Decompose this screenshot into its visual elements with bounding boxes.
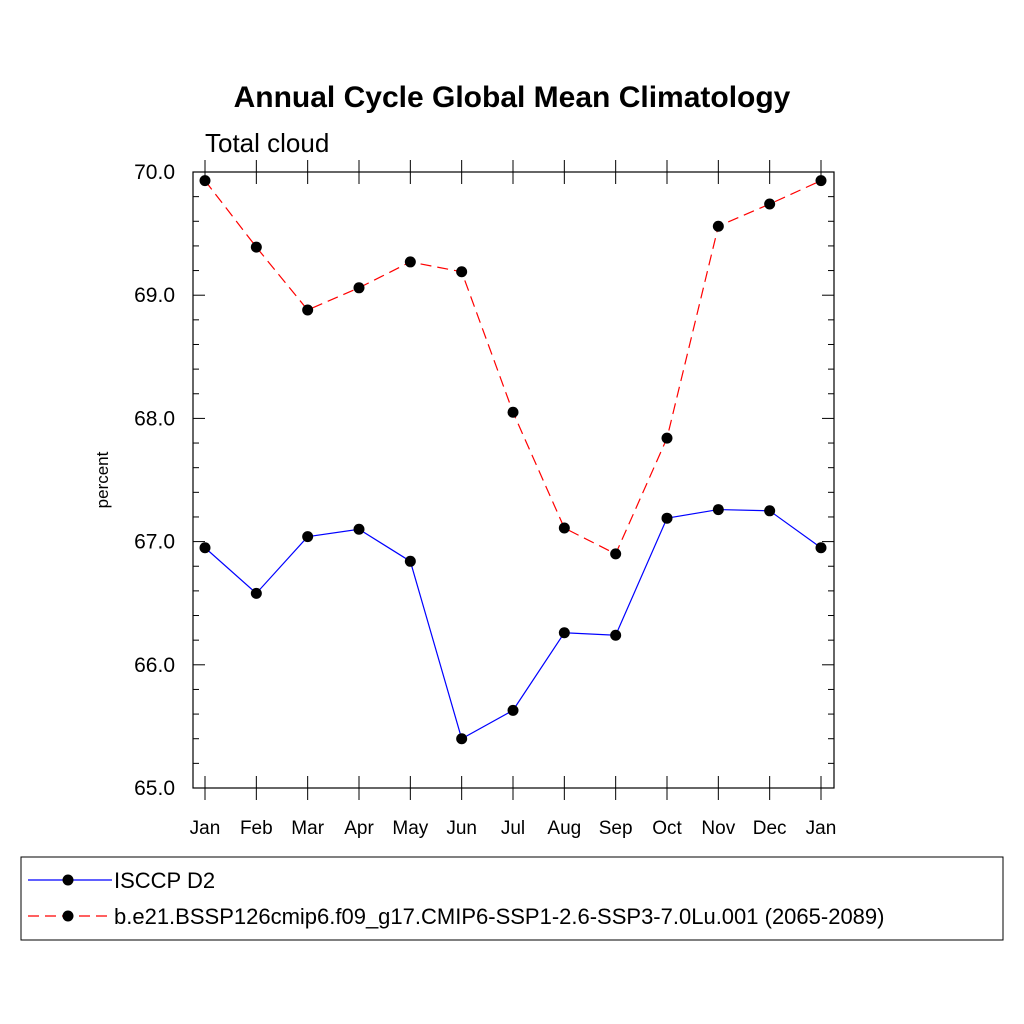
series-2-point [353, 282, 365, 294]
series-2-point [712, 220, 724, 232]
series-1-point [712, 504, 724, 516]
series-2-point [558, 522, 570, 534]
series-1-point [610, 629, 622, 641]
x-axis-ticks: Jan Feb Mar Apr May Jun Jul Aug Sep Oct Nov Dec Jan [190, 160, 837, 839]
series-1-point [815, 542, 827, 554]
series-1-point [507, 704, 519, 716]
x-tick-label: Mar [291, 818, 324, 839]
y-axis-ticks: 65.0 66.0 67.0 68.0 69.0 70.0 [134, 161, 834, 800]
x-tick-label: Sep [599, 818, 633, 839]
series-2-point [764, 198, 776, 210]
legend-label-2: b.e21.BSSP126cmip6.f09_g17.CMIP6-SSP1-2.… [114, 904, 884, 929]
series-1-point [456, 733, 468, 745]
series-2-point [815, 175, 827, 187]
series-1-point [250, 587, 262, 599]
legend-label-1: ISCCP D2 [114, 868, 215, 893]
series-2-point [456, 266, 468, 278]
x-tick-label: Oct [652, 818, 682, 839]
x-tick-label: Nov [701, 818, 735, 839]
series-2-point [661, 432, 673, 444]
series-2-point [302, 304, 314, 316]
series-2-point [250, 241, 262, 253]
y-tick-label: 65.0 [134, 777, 175, 800]
plot-frame [192, 171, 835, 789]
x-tick-label: May [392, 818, 428, 839]
x-tick-label: Jan [806, 818, 837, 839]
x-tick-label: Apr [344, 818, 374, 839]
series-line-1 [204, 508, 822, 740]
series-1-point [558, 627, 570, 639]
series-1-point [199, 542, 211, 554]
y-tick-label: 70.0 [134, 161, 175, 184]
legend-box [20, 856, 1004, 941]
series-line-2 [204, 180, 822, 555]
y-axis-label: percent [93, 451, 112, 508]
series-1-point [302, 531, 314, 543]
series-2-point [507, 406, 519, 418]
x-tick-label: Feb [240, 818, 273, 839]
chart-subtitle: Total cloud [205, 128, 329, 158]
series-1-point [661, 512, 673, 524]
y-tick-label: 68.0 [134, 407, 175, 430]
x-tick-label: Aug [547, 818, 581, 839]
x-tick-label: Dec [753, 818, 787, 839]
x-tick-label: Jan [190, 818, 221, 839]
legend: ISCCP D2 b.e21.BSSP126cmip6.f09_g17.CMIP6… [28, 868, 884, 929]
legend-marker-1 [62, 874, 74, 886]
y-tick-label: 69.0 [134, 284, 175, 307]
series-1-point [353, 523, 365, 535]
chart-title: Annual Cycle Global Mean Climatology [234, 81, 791, 114]
series-layer [199, 175, 827, 745]
series-2-point [610, 548, 622, 560]
x-tick-label: Jul [501, 818, 525, 839]
y-tick-label: 67.0 [134, 531, 175, 554]
series-1-point [764, 505, 776, 517]
series-2-point [199, 175, 211, 187]
y-tick-label: 66.0 [134, 654, 175, 677]
legend-marker-2 [62, 910, 74, 922]
series-2-point [404, 256, 416, 268]
x-tick-label: Jun [446, 818, 477, 839]
series-1-point [404, 555, 416, 567]
